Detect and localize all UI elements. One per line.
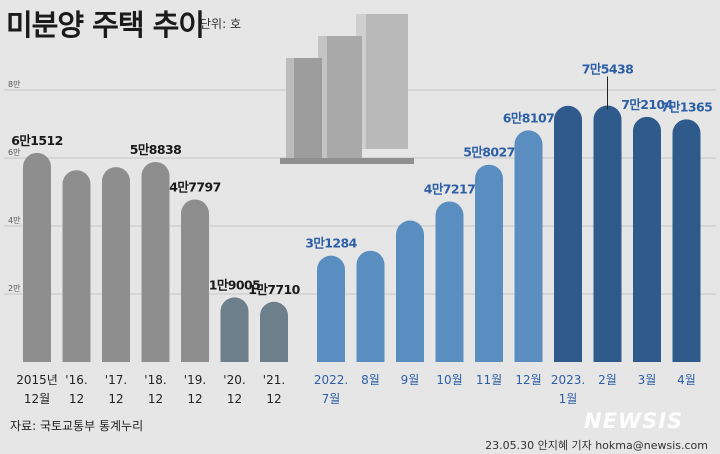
y-axis-labels: 2만 4만 6만 8만 [8, 80, 21, 293]
bar [554, 105, 582, 362]
bar [62, 170, 91, 362]
data-label: 7만1365 [661, 99, 712, 114]
data-label: 6만8107 [503, 110, 554, 125]
x-tick-label: '20. [223, 373, 245, 387]
bar [396, 220, 424, 362]
data-label: 6만1512 [11, 133, 62, 148]
x-tick-label: 12 [148, 392, 163, 406]
bar [141, 161, 170, 362]
x-tick-label: 12 [227, 392, 242, 406]
x-tick-label: 7월 [322, 392, 341, 406]
x-tick-label: 3월 [638, 373, 657, 387]
y-tick-label: 8만 [8, 80, 21, 89]
x-tick-label: 12월 [24, 392, 50, 406]
bar [102, 167, 130, 362]
data-label: 7만5438 [582, 62, 633, 77]
credit-text: 23.05.30 안지혜 기자 hokma@newsis.com [485, 439, 708, 452]
x-tick-label: 8월 [361, 373, 380, 387]
data-label: 4만7797 [169, 179, 220, 194]
bar [633, 116, 661, 363]
bar [593, 105, 622, 363]
data-label: 5만8027 [463, 145, 514, 160]
bar [475, 164, 503, 362]
data-label: 5만8838 [130, 142, 181, 157]
data-label: 7만2104 [621, 97, 673, 112]
x-tick-label: 12 [108, 392, 123, 406]
x-tick-label: 12 [187, 392, 202, 406]
newsis-logo: NEWSIS [584, 409, 684, 433]
x-tick-label: 12 [69, 392, 84, 406]
chart-title: 미분양 주택 추이 [6, 8, 205, 42]
y-tick-label: 2만 [8, 284, 21, 293]
x-tick-label: 9월 [401, 373, 420, 387]
x-tick-label: 12월 [515, 373, 541, 387]
data-label: 3만1284 [305, 236, 357, 251]
bar [220, 297, 249, 362]
bars [23, 105, 701, 363]
bar [181, 199, 209, 362]
x-tick-label: 12 [266, 392, 281, 406]
x-tick-label: 1월 [559, 392, 578, 406]
data-label: 1만9005 [209, 277, 260, 292]
bar [23, 152, 51, 362]
unit-label: 단위: 호 [200, 17, 241, 31]
source-text: 자료: 국토교통부 통계누리 [10, 419, 144, 433]
data-label: 4만7217 [424, 181, 475, 196]
x-axis-labels: 2015년 12월 '16. 12 '17. 12 '18. 12 '19. 12 '20. 12 '2… [16, 373, 696, 406]
bar [317, 255, 345, 362]
bar [356, 250, 385, 362]
bar [514, 130, 543, 362]
data-label: 1만7710 [248, 282, 300, 297]
apartment-illustration [280, 14, 414, 164]
bar [260, 301, 288, 362]
x-tick-label: '19. [184, 373, 206, 387]
x-tick-label: '21. [263, 373, 285, 387]
x-tick-label: 2023. [551, 373, 585, 387]
x-tick-label: '18. [144, 373, 166, 387]
x-tick-label: 4월 [677, 373, 696, 387]
x-tick-label: '16. [65, 373, 87, 387]
x-tick-label: 2022. [314, 373, 348, 387]
x-tick-label: 2월 [598, 373, 617, 387]
bar [672, 119, 701, 362]
x-tick-label: 2015년 [16, 373, 58, 387]
x-tick-label: 11월 [476, 373, 502, 387]
y-tick-label: 4만 [8, 216, 21, 225]
x-tick-label: '17. [105, 373, 127, 387]
bar [435, 201, 464, 362]
y-tick-label: 6만 [8, 148, 21, 157]
x-tick-label: 10월 [436, 373, 462, 387]
